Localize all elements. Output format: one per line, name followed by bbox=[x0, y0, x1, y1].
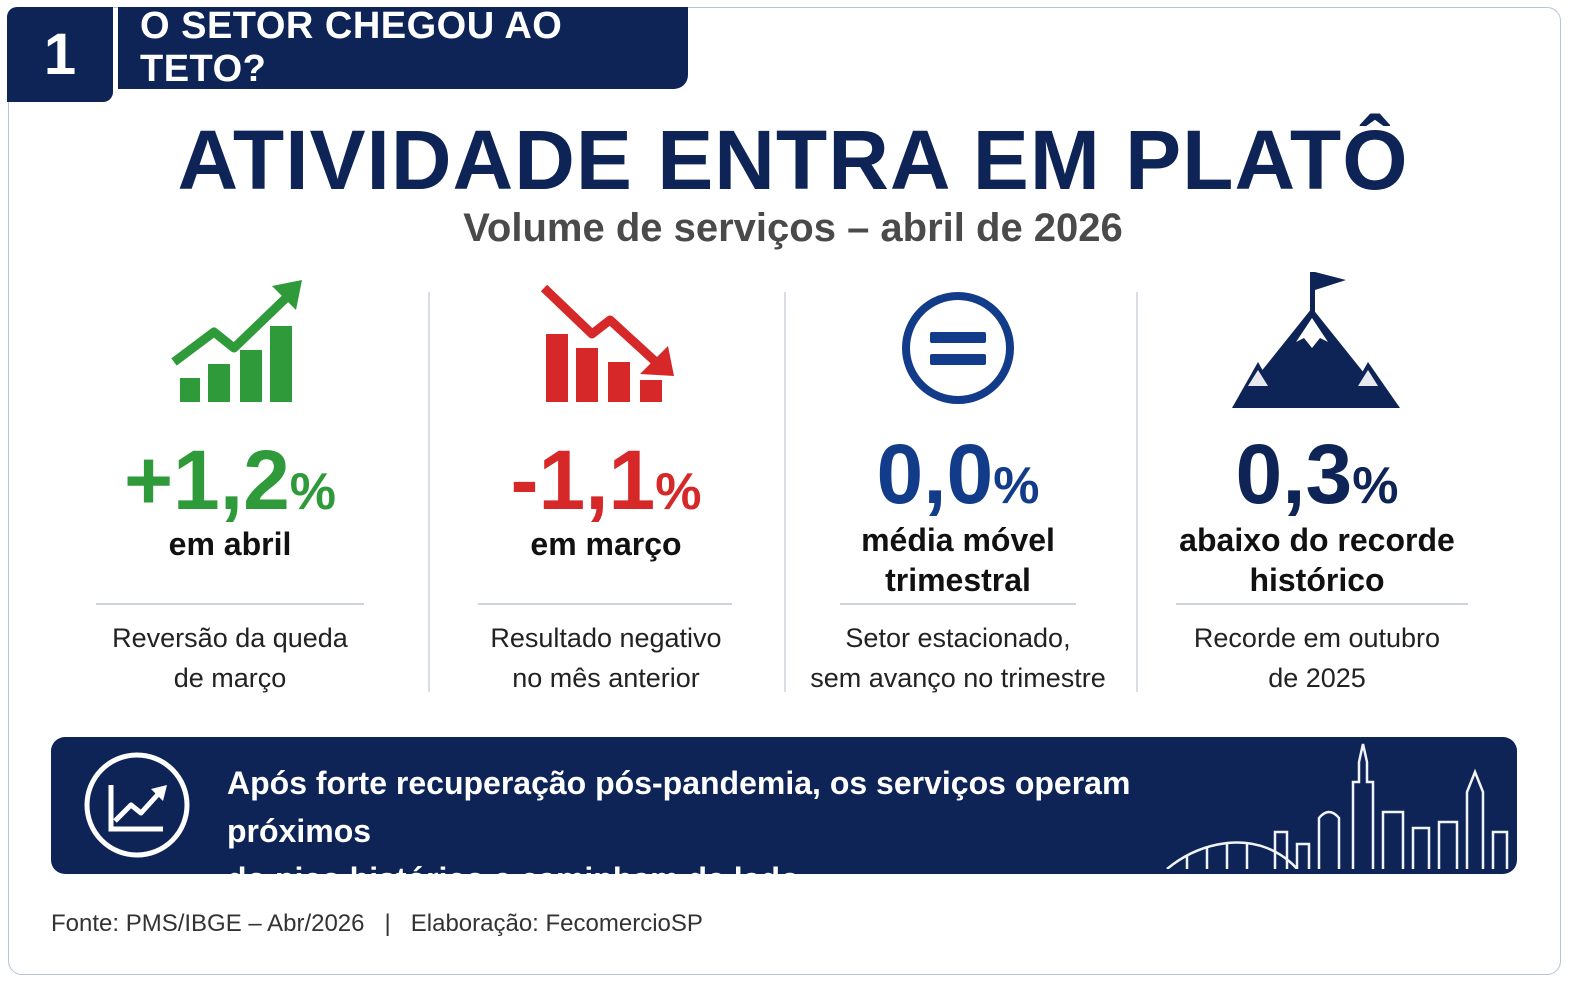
footer-source: Fonte: PMS/IBGE – Abr/2026 | Elaboração:… bbox=[51, 910, 703, 938]
summary-text: Após forte recuperação pós-pandemia, os … bbox=[227, 759, 1257, 874]
column-divider bbox=[1136, 292, 1138, 692]
trend-up-circle-icon bbox=[81, 749, 193, 866]
stat-card-april: +1,2% em abril Reversão da queda de març… bbox=[80, 262, 380, 702]
stat-description: Reversão da queda de março bbox=[80, 618, 380, 698]
stat-description: Recorde em outubro de 2025 bbox=[1162, 618, 1472, 698]
stat-label-line: em abril bbox=[168, 526, 292, 562]
stat-value: +1,2% bbox=[80, 438, 380, 522]
bar-chart-down-icon bbox=[540, 284, 680, 409]
stat-label: em março bbox=[456, 524, 756, 564]
stat-card-moving-average: 0,0% média móvel trimestral Setor estaci… bbox=[808, 262, 1108, 702]
stat-description-line: no mês anterior bbox=[512, 663, 700, 693]
stat-unit: % bbox=[993, 457, 1040, 515]
stat-number: +1,2 bbox=[123, 433, 290, 527]
stat-description-line: Setor estacionado, bbox=[845, 623, 1071, 653]
stat-number: 0,0 bbox=[876, 427, 994, 521]
stat-label-line: histórico bbox=[1249, 562, 1385, 598]
stat-card-march: -1,1% em março Resultado negativo no mês… bbox=[456, 262, 756, 702]
stat-divider bbox=[1176, 603, 1468, 605]
section-title: O SETOR CHEGOU AO TETO? bbox=[118, 5, 688, 90]
stat-label-line: abaixo do recorde bbox=[1179, 522, 1455, 558]
stat-description: Resultado negativo no mês anterior bbox=[456, 618, 756, 698]
column-divider bbox=[784, 292, 786, 692]
stat-description-line: Reversão da queda bbox=[112, 623, 348, 653]
summary-banner: Após forte recuperação pós-pandemia, os … bbox=[51, 737, 1517, 874]
footer-credit-text: Elaboração: FecomercioSP bbox=[410, 910, 703, 937]
stat-description-line: de 2025 bbox=[1268, 663, 1366, 693]
stat-value: 0,0% bbox=[808, 432, 1108, 516]
stat-label: média móvel trimestral bbox=[808, 520, 1108, 600]
stat-divider bbox=[478, 603, 732, 605]
stat-label: abaixo do recorde histórico bbox=[1162, 520, 1472, 600]
city-skyline-illustration bbox=[1157, 737, 1517, 874]
stat-label: em abril bbox=[80, 524, 380, 564]
mountain-flag-icon bbox=[1230, 266, 1404, 417]
stat-label-line: trimestral bbox=[885, 562, 1031, 598]
summary-text-line: Após forte recuperação pós-pandemia, os … bbox=[227, 765, 1131, 849]
stat-description-line: Recorde em outubro bbox=[1193, 623, 1441, 653]
page-title: ATIVIDADE ENTRA EM PLATÔ bbox=[177, 113, 1409, 207]
stat-label-line: em março bbox=[530, 526, 682, 562]
stat-description: Setor estacionado, sem avanço no trimest… bbox=[808, 618, 1108, 698]
equals-circle-icon bbox=[900, 290, 1016, 411]
bar-chart-up-icon bbox=[170, 278, 306, 409]
stat-description-line: sem avanço no trimestre bbox=[810, 663, 1106, 693]
stat-card-record: 0,3% abaixo do recorde histórico Recorde… bbox=[1162, 262, 1472, 702]
stat-unit: % bbox=[1352, 457, 1399, 515]
stat-description-line: de março bbox=[173, 663, 287, 693]
page-subtitle: Volume de serviços – abril de 2026 bbox=[463, 206, 1123, 250]
footer-separator: | bbox=[384, 910, 391, 937]
stat-divider bbox=[840, 603, 1076, 605]
stat-value: -1,1% bbox=[456, 438, 756, 522]
stat-unit: % bbox=[289, 463, 337, 521]
stat-value: 0,3% bbox=[1162, 432, 1472, 516]
column-divider bbox=[428, 292, 430, 692]
stat-number: -1,1 bbox=[510, 433, 656, 527]
stat-number: 0,3 bbox=[1235, 427, 1353, 521]
stat-divider bbox=[96, 603, 364, 605]
summary-text-line: do pico histórico e caminham de lado. bbox=[227, 855, 1257, 874]
stat-description-line: Resultado negativo bbox=[490, 623, 722, 653]
stat-unit: % bbox=[655, 463, 702, 521]
section-number-badge: 1 bbox=[7, 7, 113, 102]
stat-label-line: média móvel bbox=[861, 522, 1055, 558]
footer-source-text: Fonte: PMS/IBGE – Abr/2026 bbox=[51, 910, 365, 937]
